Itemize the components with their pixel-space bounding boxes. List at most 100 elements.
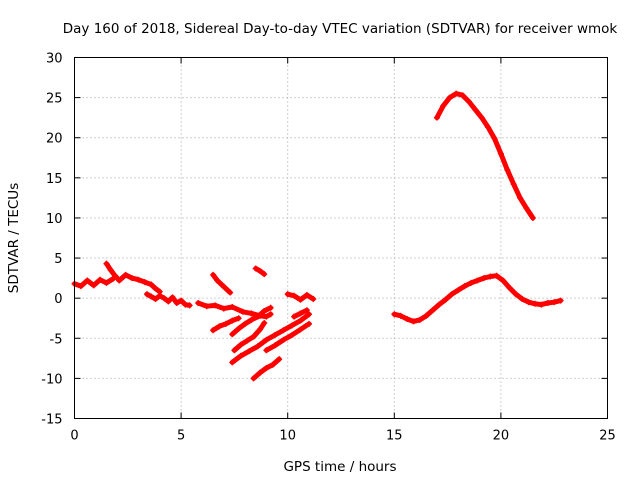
data-point [512, 291, 519, 298]
data-point [455, 287, 462, 294]
series-seg-8 [229, 304, 274, 338]
data-point [103, 260, 110, 267]
data-point [237, 341, 244, 348]
data-point [269, 361, 276, 368]
series-seg-7 [210, 315, 242, 334]
data-point [517, 194, 524, 201]
data-point [178, 297, 185, 304]
data-point [235, 315, 242, 322]
data-point [212, 302, 219, 309]
data-point [276, 356, 283, 363]
data-point [122, 271, 129, 278]
data-point [557, 297, 564, 304]
data-point [410, 318, 417, 325]
y-tick-label: 15 [46, 172, 63, 187]
data-point [90, 282, 97, 289]
data-point [267, 311, 274, 318]
data-point [165, 298, 172, 305]
data-point [252, 265, 259, 272]
data-point [84, 277, 91, 284]
x-tick-label: 25 [599, 429, 616, 444]
data-point [237, 352, 244, 359]
series-seg-14 [291, 307, 310, 320]
data-point [263, 336, 270, 343]
data-point [493, 272, 500, 279]
data-point [291, 313, 298, 320]
series-seg-9 [231, 320, 268, 354]
data-point [306, 320, 313, 327]
data-point [261, 308, 268, 315]
data-point [446, 94, 453, 101]
series-seg-13 [284, 291, 317, 303]
data-point [77, 283, 84, 290]
data-point [310, 295, 317, 302]
data-point [161, 295, 168, 302]
data-point [116, 277, 123, 284]
data-point [216, 323, 223, 330]
y-tick-labels: -15 -10 -5 0 5 10 15 20 25 30 [41, 52, 62, 428]
y-tick-label: 25 [46, 92, 63, 107]
data-point [103, 279, 110, 286]
data-point [544, 299, 551, 306]
data-point [248, 310, 255, 317]
data-point [280, 336, 287, 343]
data-point [510, 181, 517, 188]
data-point [254, 313, 261, 320]
data-series [71, 90, 564, 382]
series-trace [231, 320, 267, 353]
series-trace [195, 300, 274, 320]
y-tick-label: 30 [46, 52, 63, 67]
series-seg-2 [103, 260, 163, 295]
series-seg-16 [433, 90, 536, 221]
data-point [261, 271, 268, 278]
x-tick-label: 20 [493, 429, 510, 444]
data-point [416, 316, 423, 323]
data-point [465, 98, 472, 105]
data-point [261, 320, 268, 327]
data-point [391, 311, 398, 318]
data-point [297, 310, 304, 317]
data-point [506, 284, 513, 291]
series-trace [229, 311, 312, 365]
data-point [529, 214, 536, 221]
data-point [173, 299, 180, 306]
data-point [303, 307, 310, 314]
data-point [472, 106, 479, 113]
series-seg-12 [263, 320, 313, 354]
data-point [478, 114, 485, 121]
series-seg-10 [229, 311, 313, 366]
data-point [222, 285, 229, 292]
data-point [442, 296, 449, 303]
data-point [229, 317, 236, 324]
y-tick-label: 20 [46, 132, 63, 147]
data-point [143, 291, 150, 298]
data-point [182, 301, 189, 308]
axis-ticks [74, 57, 608, 419]
series-seg-1 [71, 275, 116, 290]
x-tick-label: 10 [279, 429, 296, 444]
x-axis-label: GPS time / hours [283, 459, 396, 475]
data-point [448, 291, 455, 298]
data-point [229, 331, 236, 338]
data-point [229, 303, 236, 310]
data-point [256, 369, 263, 376]
data-point [152, 285, 159, 292]
data-point [459, 92, 466, 99]
series-trace [434, 91, 536, 221]
data-point [436, 301, 443, 308]
data-point [203, 303, 210, 310]
y-tick-label: 5 [54, 252, 62, 267]
data-point [291, 292, 298, 299]
data-point [141, 279, 148, 286]
data-point [440, 102, 447, 109]
data-point [250, 333, 257, 340]
data-point [404, 316, 411, 323]
data-point [267, 304, 274, 311]
data-point [532, 300, 539, 307]
data-point [256, 326, 263, 333]
data-point [250, 375, 257, 382]
data-point [525, 299, 532, 306]
data-point [210, 327, 217, 334]
data-point [453, 90, 460, 97]
